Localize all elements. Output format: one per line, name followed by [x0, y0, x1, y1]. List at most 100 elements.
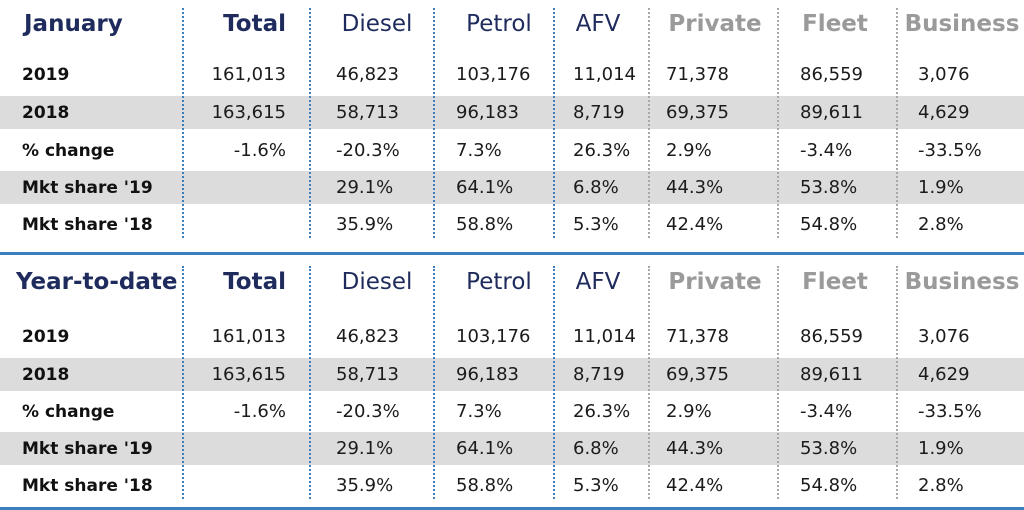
- cell-private: 44.3%: [666, 438, 724, 459]
- row-label: 2019: [22, 326, 70, 347]
- cell-business: 4,629: [918, 102, 970, 123]
- cell-business: 4,629: [918, 364, 970, 385]
- cell-private: 42.4%: [666, 475, 724, 496]
- cell-total: 163,615: [211, 102, 286, 123]
- column-separator: [182, 266, 184, 499]
- table-divider: [0, 252, 1024, 255]
- cell-fleet: 89,611: [800, 102, 863, 123]
- column-header-private: Private: [668, 269, 762, 295]
- cell-afv: 8,719: [573, 102, 625, 123]
- cell-private: 42.4%: [666, 214, 724, 235]
- cell-diesel: 35.9%: [336, 214, 394, 235]
- cell-business: 1.9%: [918, 438, 964, 459]
- column-header-business: Business: [904, 11, 1020, 37]
- cell-diesel: 29.1%: [336, 438, 394, 459]
- cell-business: -33.5%: [918, 140, 982, 161]
- row-label: % change: [22, 140, 115, 161]
- cell-private: 2.9%: [666, 140, 712, 161]
- cell-petrol: 58.8%: [456, 214, 514, 235]
- cell-business: 3,076: [918, 64, 970, 85]
- table-row: % change -1.6% -20.3% 7.3% 26.3% 2.9% -3.4% -33…: [0, 395, 1024, 428]
- cell-afv: 8,719: [573, 364, 625, 385]
- column-separator: [896, 8, 898, 238]
- table-row: 2018 163,615 58,713 96,183 8,719 69,375 89,611…: [0, 358, 1024, 391]
- cell-total: [190, 171, 286, 204]
- cell-total: -1.6%: [233, 401, 286, 422]
- column-separator: [309, 8, 311, 238]
- cell-total: 163,615: [211, 364, 286, 385]
- january-table: January Total Diesel Petrol AFV Private Fleet B…: [0, 0, 1024, 250]
- cell-business: 1.9%: [918, 177, 964, 198]
- cell-fleet: 89,611: [800, 364, 863, 385]
- cell-total: [190, 208, 286, 241]
- cell-diesel: 58,713: [336, 102, 399, 123]
- row-label: Mkt share '19: [22, 177, 153, 198]
- column-header-petrol: Petrol: [466, 269, 532, 295]
- cell-business: 3,076: [918, 326, 970, 347]
- cell-afv: 26.3%: [573, 401, 631, 422]
- row-label: Mkt share '18: [22, 475, 153, 496]
- column-separator: [777, 266, 779, 499]
- cell-business: -33.5%: [918, 401, 982, 422]
- cell-fleet: 86,559: [800, 64, 863, 85]
- row-label: Mkt share '18: [22, 214, 153, 235]
- cell-fleet: 53.8%: [800, 438, 858, 459]
- row-label: 2019: [22, 64, 70, 85]
- column-separator: [896, 266, 898, 499]
- cell-petrol: 96,183: [456, 364, 519, 385]
- cell-diesel: 29.1%: [336, 177, 394, 198]
- cell-afv: 6.8%: [573, 438, 619, 459]
- column-header-business: Business: [904, 269, 1020, 295]
- column-header-afv: AFV: [575, 269, 621, 295]
- column-separator: [433, 8, 435, 238]
- table-row: 2018 163,615 58,713 96,183 8,719 69,375 89,611…: [0, 96, 1024, 129]
- cell-petrol: 64.1%: [456, 177, 514, 198]
- cell-diesel: -20.3%: [336, 401, 400, 422]
- cell-fleet: 53.8%: [800, 177, 858, 198]
- cell-diesel: -20.3%: [336, 140, 400, 161]
- cell-diesel: 35.9%: [336, 475, 394, 496]
- year-to-date-table: Year-to-date Total Diesel Petrol AFV Private F…: [0, 258, 1024, 510]
- cell-business: 2.8%: [918, 214, 964, 235]
- table-title: Year-to-date: [16, 269, 178, 295]
- cell-petrol: 7.3%: [456, 140, 502, 161]
- table-row: Mkt share '18 35.9% 58.8% 5.3% 42.4% 54.8% 2.8…: [0, 469, 1024, 502]
- column-header-diesel: Diesel: [341, 269, 413, 295]
- column-separator: [433, 266, 435, 499]
- cell-fleet: 86,559: [800, 326, 863, 347]
- column-header-total: Total: [223, 11, 286, 37]
- cell-total: 161,013: [211, 64, 286, 85]
- column-separator: [553, 266, 555, 499]
- cell-diesel: 58,713: [336, 364, 399, 385]
- column-header-afv: AFV: [575, 11, 621, 37]
- row-label: 2018: [22, 364, 70, 385]
- cell-private: 2.9%: [666, 401, 712, 422]
- cell-private: 69,375: [666, 364, 729, 385]
- header-row: January Total Diesel Petrol AFV Private Fleet B…: [0, 4, 1024, 44]
- column-separator: [182, 8, 184, 238]
- cell-diesel: 46,823: [336, 64, 399, 85]
- row-label: % change: [22, 401, 115, 422]
- column-separator: [648, 8, 650, 238]
- table-row: % change -1.6% -20.3% 7.3% 26.3% 2.9% -3.4% -33…: [0, 134, 1024, 167]
- column-header-petrol: Petrol: [466, 11, 532, 37]
- table-row: 2019 161,013 46,823 103,176 11,014 71,378 86,5…: [0, 58, 1024, 91]
- cell-petrol: 103,176: [456, 64, 531, 85]
- cell-private: 44.3%: [666, 177, 724, 198]
- cell-afv: 11,014: [573, 64, 636, 85]
- header-row: Year-to-date Total Diesel Petrol AFV Private F…: [0, 262, 1024, 302]
- cell-fleet: -3.4%: [800, 140, 853, 161]
- cell-fleet: -3.4%: [800, 401, 853, 422]
- cell-private: 71,378: [666, 64, 729, 85]
- table-row: Mkt share '18 35.9% 58.8% 5.3% 42.4% 54.8% 2.8…: [0, 208, 1024, 241]
- cell-petrol: 58.8%: [456, 475, 514, 496]
- cell-private: 69,375: [666, 102, 729, 123]
- cell-fleet: 54.8%: [800, 475, 858, 496]
- row-label: Mkt share '19: [22, 438, 153, 459]
- column-separator: [648, 266, 650, 499]
- cell-petrol: 103,176: [456, 326, 531, 347]
- row-label: 2018: [22, 102, 70, 123]
- table-row: 2019 161,013 46,823 103,176 11,014 71,378 86,5…: [0, 320, 1024, 353]
- cell-fleet: 54.8%: [800, 214, 858, 235]
- cell-afv: 26.3%: [573, 140, 631, 161]
